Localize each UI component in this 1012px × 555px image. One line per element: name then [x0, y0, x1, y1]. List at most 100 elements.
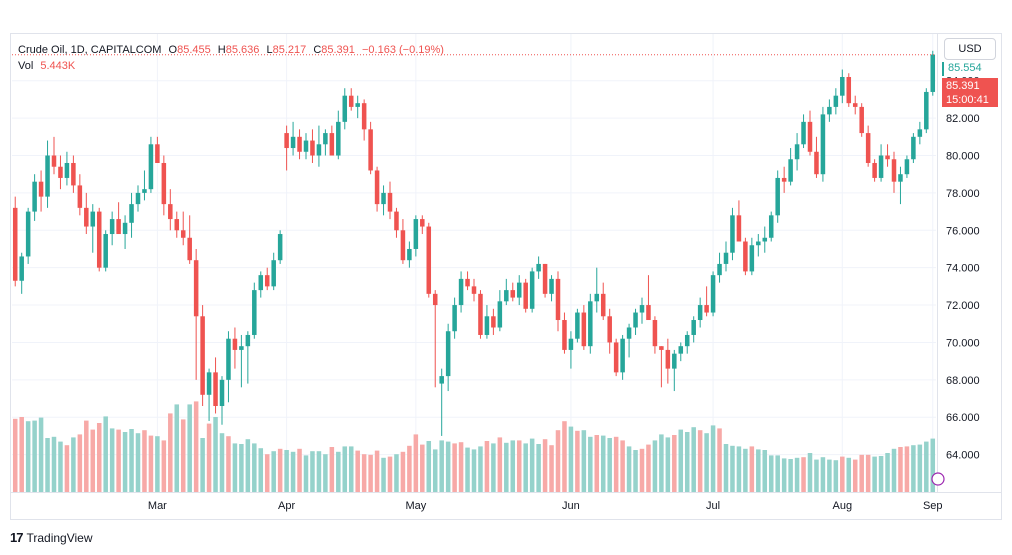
volume-bar [51, 436, 57, 492]
candle [917, 121, 923, 145]
volume-bar [626, 446, 632, 492]
volume-bar [717, 428, 722, 492]
candle [523, 278, 528, 313]
volume-bar [142, 430, 147, 492]
candle [193, 248, 199, 380]
candle [284, 125, 289, 171]
volume-bar [646, 444, 651, 492]
time-axis[interactable]: Mar Apr May Jun Jul Aug Sep [148, 500, 943, 512]
volume-bar [607, 438, 612, 492]
volume-bar [381, 457, 386, 492]
volume-bar [846, 457, 852, 492]
candle [859, 103, 864, 137]
candle [646, 275, 651, 321]
y-tick-label: 72.000 [946, 300, 980, 312]
candle [852, 95, 858, 115]
volume-bar [58, 441, 63, 492]
candle [555, 271, 561, 332]
volume-bar [129, 429, 134, 492]
volume-bar [394, 454, 399, 492]
volume-bar [562, 421, 567, 492]
volume-bar [465, 447, 470, 492]
volume-bar [704, 433, 709, 492]
candle [252, 282, 257, 339]
candle [781, 166, 787, 193]
candle [749, 237, 755, 276]
volume-bar [90, 429, 96, 492]
y-tick-label: 70.000 [946, 337, 980, 349]
price-axis[interactable]: 64.000 66.000 68.000 70.000 72.000 74.000 76.0… [946, 76, 980, 462]
x-tick-label: Sep [923, 500, 943, 512]
volume-bar [736, 446, 742, 492]
tradingview-branding[interactable]: 17 TradingView [10, 530, 93, 545]
candle [575, 308, 580, 343]
volume-bar [368, 454, 373, 492]
volume-bar [639, 448, 645, 492]
volume-bar [12, 418, 18, 492]
candle [911, 133, 916, 163]
volume-bar [672, 435, 677, 492]
volume-bar [471, 449, 477, 492]
volume-bar [885, 453, 890, 492]
candle [568, 331, 574, 369]
volume-bar [284, 450, 289, 492]
volume-bar [710, 425, 716, 492]
symbol-title[interactable]: Crude Oil, 1D, CAPITALCOM [18, 44, 162, 56]
volume-bar [833, 460, 839, 492]
candle [387, 181, 393, 220]
volume-bar [756, 449, 761, 492]
candle [394, 207, 399, 238]
candle [613, 338, 619, 377]
candle [904, 155, 910, 178]
volume-bar [64, 445, 70, 492]
candle [478, 290, 483, 339]
candle [71, 155, 76, 193]
candle [329, 125, 335, 156]
candle [258, 271, 264, 298]
timezone-icon[interactable] [931, 472, 945, 486]
volume-bar [226, 436, 231, 492]
candle [381, 185, 386, 216]
volume-bar [497, 437, 503, 492]
volume-bar [730, 445, 735, 492]
candle [200, 305, 205, 407]
candle [219, 376, 225, 425]
candle [232, 327, 238, 369]
candle [704, 286, 709, 317]
candle [264, 267, 270, 291]
x-tick-label: May [405, 500, 426, 512]
volume-bar [25, 421, 31, 492]
currency-button[interactable]: USD [944, 38, 996, 60]
candle [536, 256, 541, 279]
volume-bar [691, 427, 696, 492]
volume-bar [252, 443, 257, 492]
candle [206, 368, 212, 421]
candle [659, 346, 664, 388]
candle [445, 323, 451, 392]
candle [303, 133, 309, 160]
candle [872, 159, 877, 182]
volume-bar [581, 430, 587, 492]
volume-bar [84, 420, 89, 492]
volume-bar [911, 445, 916, 492]
volume-label[interactable]: Vol [18, 60, 34, 72]
volume-bar [762, 450, 768, 492]
volume-bar [258, 448, 264, 492]
volume-bar [45, 438, 50, 492]
candle [672, 349, 677, 392]
volume-bar [77, 434, 83, 492]
volume-bar [536, 444, 541, 492]
volume-bar [678, 429, 684, 492]
candle [12, 196, 18, 287]
volume-bar [439, 440, 444, 492]
volume-bar [135, 433, 141, 492]
candle [174, 211, 180, 238]
volume-bar [865, 454, 871, 492]
candle [710, 271, 716, 317]
close-label: C [313, 44, 322, 56]
candle [452, 297, 457, 339]
volume-bar [458, 442, 464, 492]
volume-bar [323, 454, 328, 492]
volume-bar [872, 456, 877, 492]
